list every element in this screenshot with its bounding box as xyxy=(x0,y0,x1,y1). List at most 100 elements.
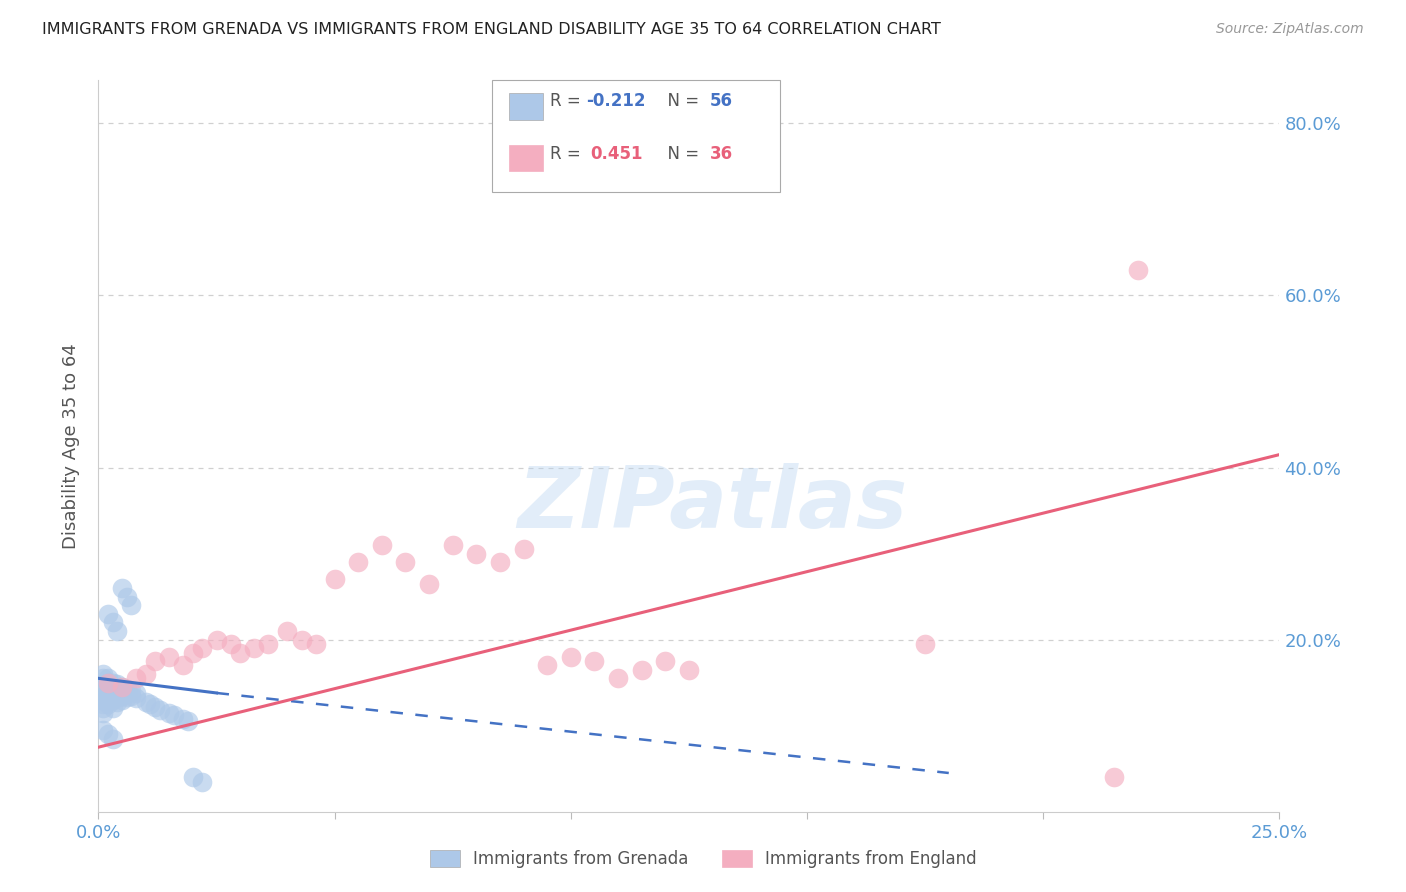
Point xyxy=(323,573,346,587)
Point xyxy=(371,538,394,552)
Point xyxy=(1126,262,1149,277)
Text: -0.212: -0.212 xyxy=(586,92,645,110)
Point xyxy=(101,675,124,690)
Point xyxy=(177,714,200,729)
Point xyxy=(101,689,124,703)
Point xyxy=(229,646,252,660)
Point xyxy=(121,598,143,612)
Text: N =: N = xyxy=(657,92,704,110)
Point xyxy=(191,774,214,789)
Point xyxy=(111,581,134,595)
Text: 56: 56 xyxy=(710,92,733,110)
Legend: Immigrants from Grenada, Immigrants from England: Immigrants from Grenada, Immigrants from… xyxy=(423,843,983,875)
Point xyxy=(101,680,124,694)
Point xyxy=(105,690,128,705)
Point xyxy=(290,632,312,647)
Point xyxy=(347,555,370,569)
Point xyxy=(630,663,652,677)
Point xyxy=(139,697,162,711)
Text: N =: N = xyxy=(657,145,704,162)
Text: 0.451: 0.451 xyxy=(591,145,643,162)
Point xyxy=(512,542,534,557)
Text: ZIPatlas: ZIPatlas xyxy=(517,463,908,546)
Point xyxy=(607,671,630,685)
Point xyxy=(914,637,936,651)
Point xyxy=(101,693,124,707)
Point xyxy=(97,675,120,690)
Point xyxy=(125,686,148,700)
Point xyxy=(418,576,440,591)
Point xyxy=(111,684,134,698)
Point xyxy=(97,675,120,690)
Point xyxy=(181,646,204,660)
Point xyxy=(105,624,128,638)
Point xyxy=(163,708,186,723)
Point xyxy=(97,680,120,694)
Point xyxy=(276,624,298,638)
Point xyxy=(91,671,114,685)
Point xyxy=(115,686,138,700)
Text: IMMIGRANTS FROM GRENADA VS IMMIGRANTS FROM ENGLAND DISABILITY AGE 35 TO 64 CORRE: IMMIGRANTS FROM GRENADA VS IMMIGRANTS FR… xyxy=(42,22,941,37)
Point xyxy=(91,697,114,711)
Point xyxy=(654,654,676,668)
Point xyxy=(143,699,166,714)
Point xyxy=(91,680,114,694)
Point xyxy=(441,538,464,552)
Point xyxy=(243,641,266,656)
Point xyxy=(121,684,143,698)
Point xyxy=(157,649,180,664)
Text: R =: R = xyxy=(550,145,591,162)
Point xyxy=(115,681,138,696)
Point xyxy=(91,689,114,703)
Point xyxy=(101,684,124,698)
Point xyxy=(91,693,114,707)
Point xyxy=(191,641,214,656)
Point xyxy=(205,632,228,647)
Point xyxy=(219,637,242,651)
Point xyxy=(91,723,114,737)
Point xyxy=(560,649,582,664)
Point xyxy=(97,727,120,741)
Point xyxy=(97,689,120,703)
Point xyxy=(172,658,194,673)
Point xyxy=(91,701,114,715)
Point xyxy=(465,547,488,561)
Point xyxy=(305,637,328,651)
Point xyxy=(394,555,416,569)
Text: Source: ZipAtlas.com: Source: ZipAtlas.com xyxy=(1216,22,1364,37)
Point xyxy=(101,615,124,630)
Point xyxy=(125,691,148,706)
Point xyxy=(101,731,124,746)
Point xyxy=(1102,770,1125,784)
Point xyxy=(115,590,138,604)
Point xyxy=(678,663,700,677)
Point xyxy=(157,706,180,720)
Point xyxy=(97,693,120,707)
Point xyxy=(125,671,148,685)
Point xyxy=(97,671,120,685)
Point xyxy=(143,654,166,668)
Point xyxy=(91,706,114,720)
Text: R =: R = xyxy=(550,92,586,110)
Point xyxy=(135,695,157,709)
Point xyxy=(97,697,120,711)
Point xyxy=(111,693,134,707)
Point xyxy=(536,658,558,673)
Y-axis label: Disability Age 35 to 64: Disability Age 35 to 64 xyxy=(62,343,80,549)
Point xyxy=(105,686,128,700)
Point xyxy=(583,654,606,668)
Point xyxy=(105,681,128,696)
Point xyxy=(115,690,138,705)
Point xyxy=(121,689,143,703)
Point xyxy=(97,684,120,698)
Point xyxy=(101,701,124,715)
Point xyxy=(172,712,194,726)
Point xyxy=(135,667,157,681)
Point xyxy=(105,677,128,691)
Point xyxy=(149,703,172,717)
Point xyxy=(105,695,128,709)
Point xyxy=(97,607,120,621)
Point xyxy=(489,555,512,569)
Point xyxy=(111,680,134,694)
Point xyxy=(181,770,204,784)
